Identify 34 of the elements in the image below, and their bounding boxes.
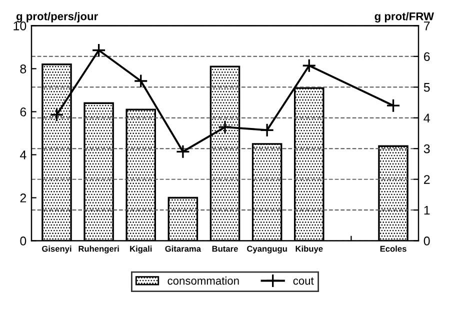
- y2-tick-label: 5: [424, 83, 430, 92]
- legend-label: cout: [293, 277, 314, 285]
- y2-tick-label: 0: [424, 236, 430, 246]
- y-tick-label: 4: [20, 150, 26, 160]
- y2-tick-label: 3: [424, 144, 430, 154]
- x-tick-label: Ruhengeri: [78, 246, 119, 254]
- x-tick-label: Gisenyi: [42, 246, 72, 254]
- x-tick-label: Kigali: [130, 246, 152, 254]
- point: [134, 74, 148, 88]
- y2-tick-label: 4: [424, 114, 430, 122]
- y-tick-label: 6: [20, 108, 26, 116]
- point: [386, 98, 400, 113]
- y-tick-label: 8: [20, 64, 26, 74]
- y2-tick-label: 6: [424, 52, 430, 62]
- point: [302, 58, 316, 73]
- x-tick-label: Kibuye: [296, 246, 323, 254]
- y-tick-label: 0: [20, 236, 26, 246]
- y-axis-title: g prot/pers/jour: [16, 12, 98, 22]
- x-tick-label: Cyangugu: [247, 246, 287, 254]
- point: [92, 43, 106, 58]
- x-tick-label: Ecoles: [380, 246, 406, 252]
- point: [218, 120, 232, 134]
- legend-label: consommation: [168, 276, 239, 285]
- y2-axis-title: g prot/FRW: [374, 12, 434, 22]
- x-tick-label: Gitarama: [165, 246, 202, 252]
- point: [176, 144, 190, 159]
- x-tick-label: Butare: [212, 246, 238, 252]
- y2-tick-label: 1: [424, 206, 430, 215]
- y-tick-label: 10: [14, 21, 26, 30]
- point: [50, 108, 64, 122]
- y-tick-label: 2: [20, 194, 26, 202]
- point: [260, 123, 274, 138]
- y2-tick-label: 7: [424, 22, 430, 30]
- y2-tick-label: 2: [424, 175, 430, 184]
